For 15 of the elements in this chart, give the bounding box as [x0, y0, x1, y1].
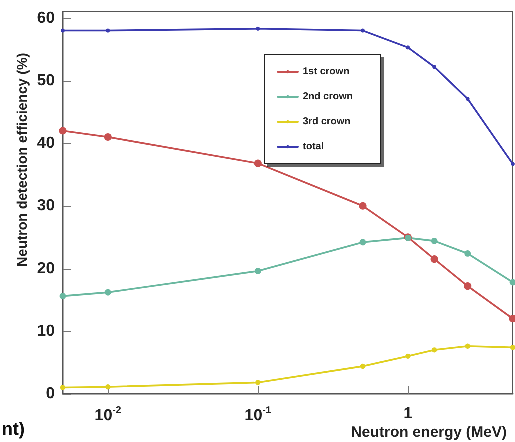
- legend-label: 1st crown: [303, 66, 350, 78]
- legend-label: 3rd crown: [303, 116, 351, 128]
- y-tick-label: 40: [37, 135, 56, 152]
- text: nt): [2, 419, 25, 439]
- legend-label: 2nd crown: [303, 92, 354, 102]
- y-tick-label: 20: [37, 260, 56, 278]
- legend-label: total: [303, 142, 324, 152]
- y-tick-label: 0: [46, 386, 56, 402]
- y-tick-label: 30: [37, 198, 56, 215]
- y-tick-label: 60: [37, 10, 56, 27]
- y-tick-label: 10: [37, 322, 56, 340]
- x-tick-label: 1: [404, 406, 413, 422]
- y-tick-label: 50: [37, 72, 56, 90]
- y-axis-title: Neutron detection efficiency (%): [14, 53, 30, 267]
- x-axis-title: Neutron energy (MeV): [351, 424, 508, 441]
